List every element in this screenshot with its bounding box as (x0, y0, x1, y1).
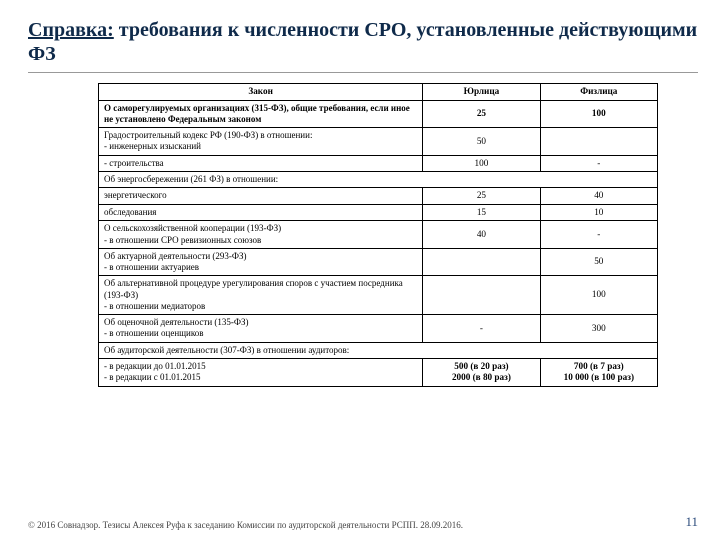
table-row: Об альтернативной процедуре урегулирован… (99, 276, 658, 315)
cell-yur: - (423, 315, 540, 343)
cell-fiz: 300 (540, 315, 657, 343)
table-row: - строительства100- (99, 155, 658, 172)
table-header-row: Закон Юрлица Физлица (99, 84, 658, 101)
cell-fiz: 100 (540, 100, 657, 128)
cell-fiz: - (540, 155, 657, 172)
cell-fiz: 10 (540, 204, 657, 221)
cell-desc: О сельскохозяйственной кооперации (193-Ф… (99, 221, 423, 249)
title-prefix: Справка: (28, 19, 114, 41)
table-row: О саморегулируемых организациях (315-ФЗ)… (99, 100, 658, 128)
cell-desc: Об альтернативной процедуре урегулирован… (99, 276, 423, 315)
cell-yur: 40 (423, 221, 540, 249)
requirements-table: Закон Юрлица Физлица О саморегулируемых … (98, 83, 658, 387)
table-row: Об актуарной деятельности (293-ФЗ)- в от… (99, 248, 658, 276)
cell-desc: Об оценочной деятельности (135-ФЗ)- в от… (99, 315, 423, 343)
slide-title: Справка: требования к численности СРО, у… (28, 18, 698, 66)
cell-desc: Об энергосбережении (261 ФЗ) в отношении… (99, 172, 658, 188)
cell-fiz (540, 128, 657, 156)
page-number: 11 (685, 514, 698, 530)
cell-yur: 50 (423, 128, 540, 156)
cell-desc: О саморегулируемых организациях (315-ФЗ)… (99, 100, 423, 128)
table-row: Об аудиторской деятельности (307-ФЗ) в о… (99, 342, 658, 358)
table-row: Об энергосбережении (261 ФЗ) в отношении… (99, 172, 658, 188)
cell-yur: 15 (423, 204, 540, 221)
cell-fiz: 700 (в 7 раз)10 000 (в 100 раз) (540, 358, 657, 386)
header-fiz: Физлица (540, 84, 657, 101)
table-row-last: - в редакции до 01.01.2015- в редакции с… (99, 358, 658, 386)
title-divider (28, 72, 698, 73)
cell-desc: Об аудиторской деятельности (307-ФЗ) в о… (99, 342, 658, 358)
cell-desc: Об актуарной деятельности (293-ФЗ)- в от… (99, 248, 423, 276)
cell-desc: Градостроительный кодекс РФ (190-ФЗ) в о… (99, 128, 423, 156)
footer-text: © 2016 Совнадзор. Тезисы Алексея Руфа к … (28, 520, 463, 530)
cell-fiz: - (540, 221, 657, 249)
table-row: обследования1510 (99, 204, 658, 221)
cell-desc: обследования (99, 204, 423, 221)
cell-desc: энергетического (99, 188, 423, 205)
cell-yur (423, 248, 540, 276)
cell-yur: 25 (423, 188, 540, 205)
cell-yur (423, 276, 540, 315)
table-row: Градостроительный кодекс РФ (190-ФЗ) в о… (99, 128, 658, 156)
table-row: Об оценочной деятельности (135-ФЗ)- в от… (99, 315, 658, 343)
cell-yur: 25 (423, 100, 540, 128)
cell-desc: - в редакции до 01.01.2015- в редакции с… (99, 358, 423, 386)
title-rest: требования к численности СРО, установлен… (28, 19, 697, 65)
cell-fiz: 40 (540, 188, 657, 205)
table-row: О сельскохозяйственной кооперации (193-Ф… (99, 221, 658, 249)
cell-desc: - строительства (99, 155, 423, 172)
cell-fiz: 100 (540, 276, 657, 315)
table-row: энергетического2540 (99, 188, 658, 205)
cell-fiz: 50 (540, 248, 657, 276)
cell-yur: 500 (в 20 раз)2000 (в 80 раз) (423, 358, 540, 386)
header-law: Закон (99, 84, 423, 101)
cell-yur: 100 (423, 155, 540, 172)
header-yur: Юрлица (423, 84, 540, 101)
